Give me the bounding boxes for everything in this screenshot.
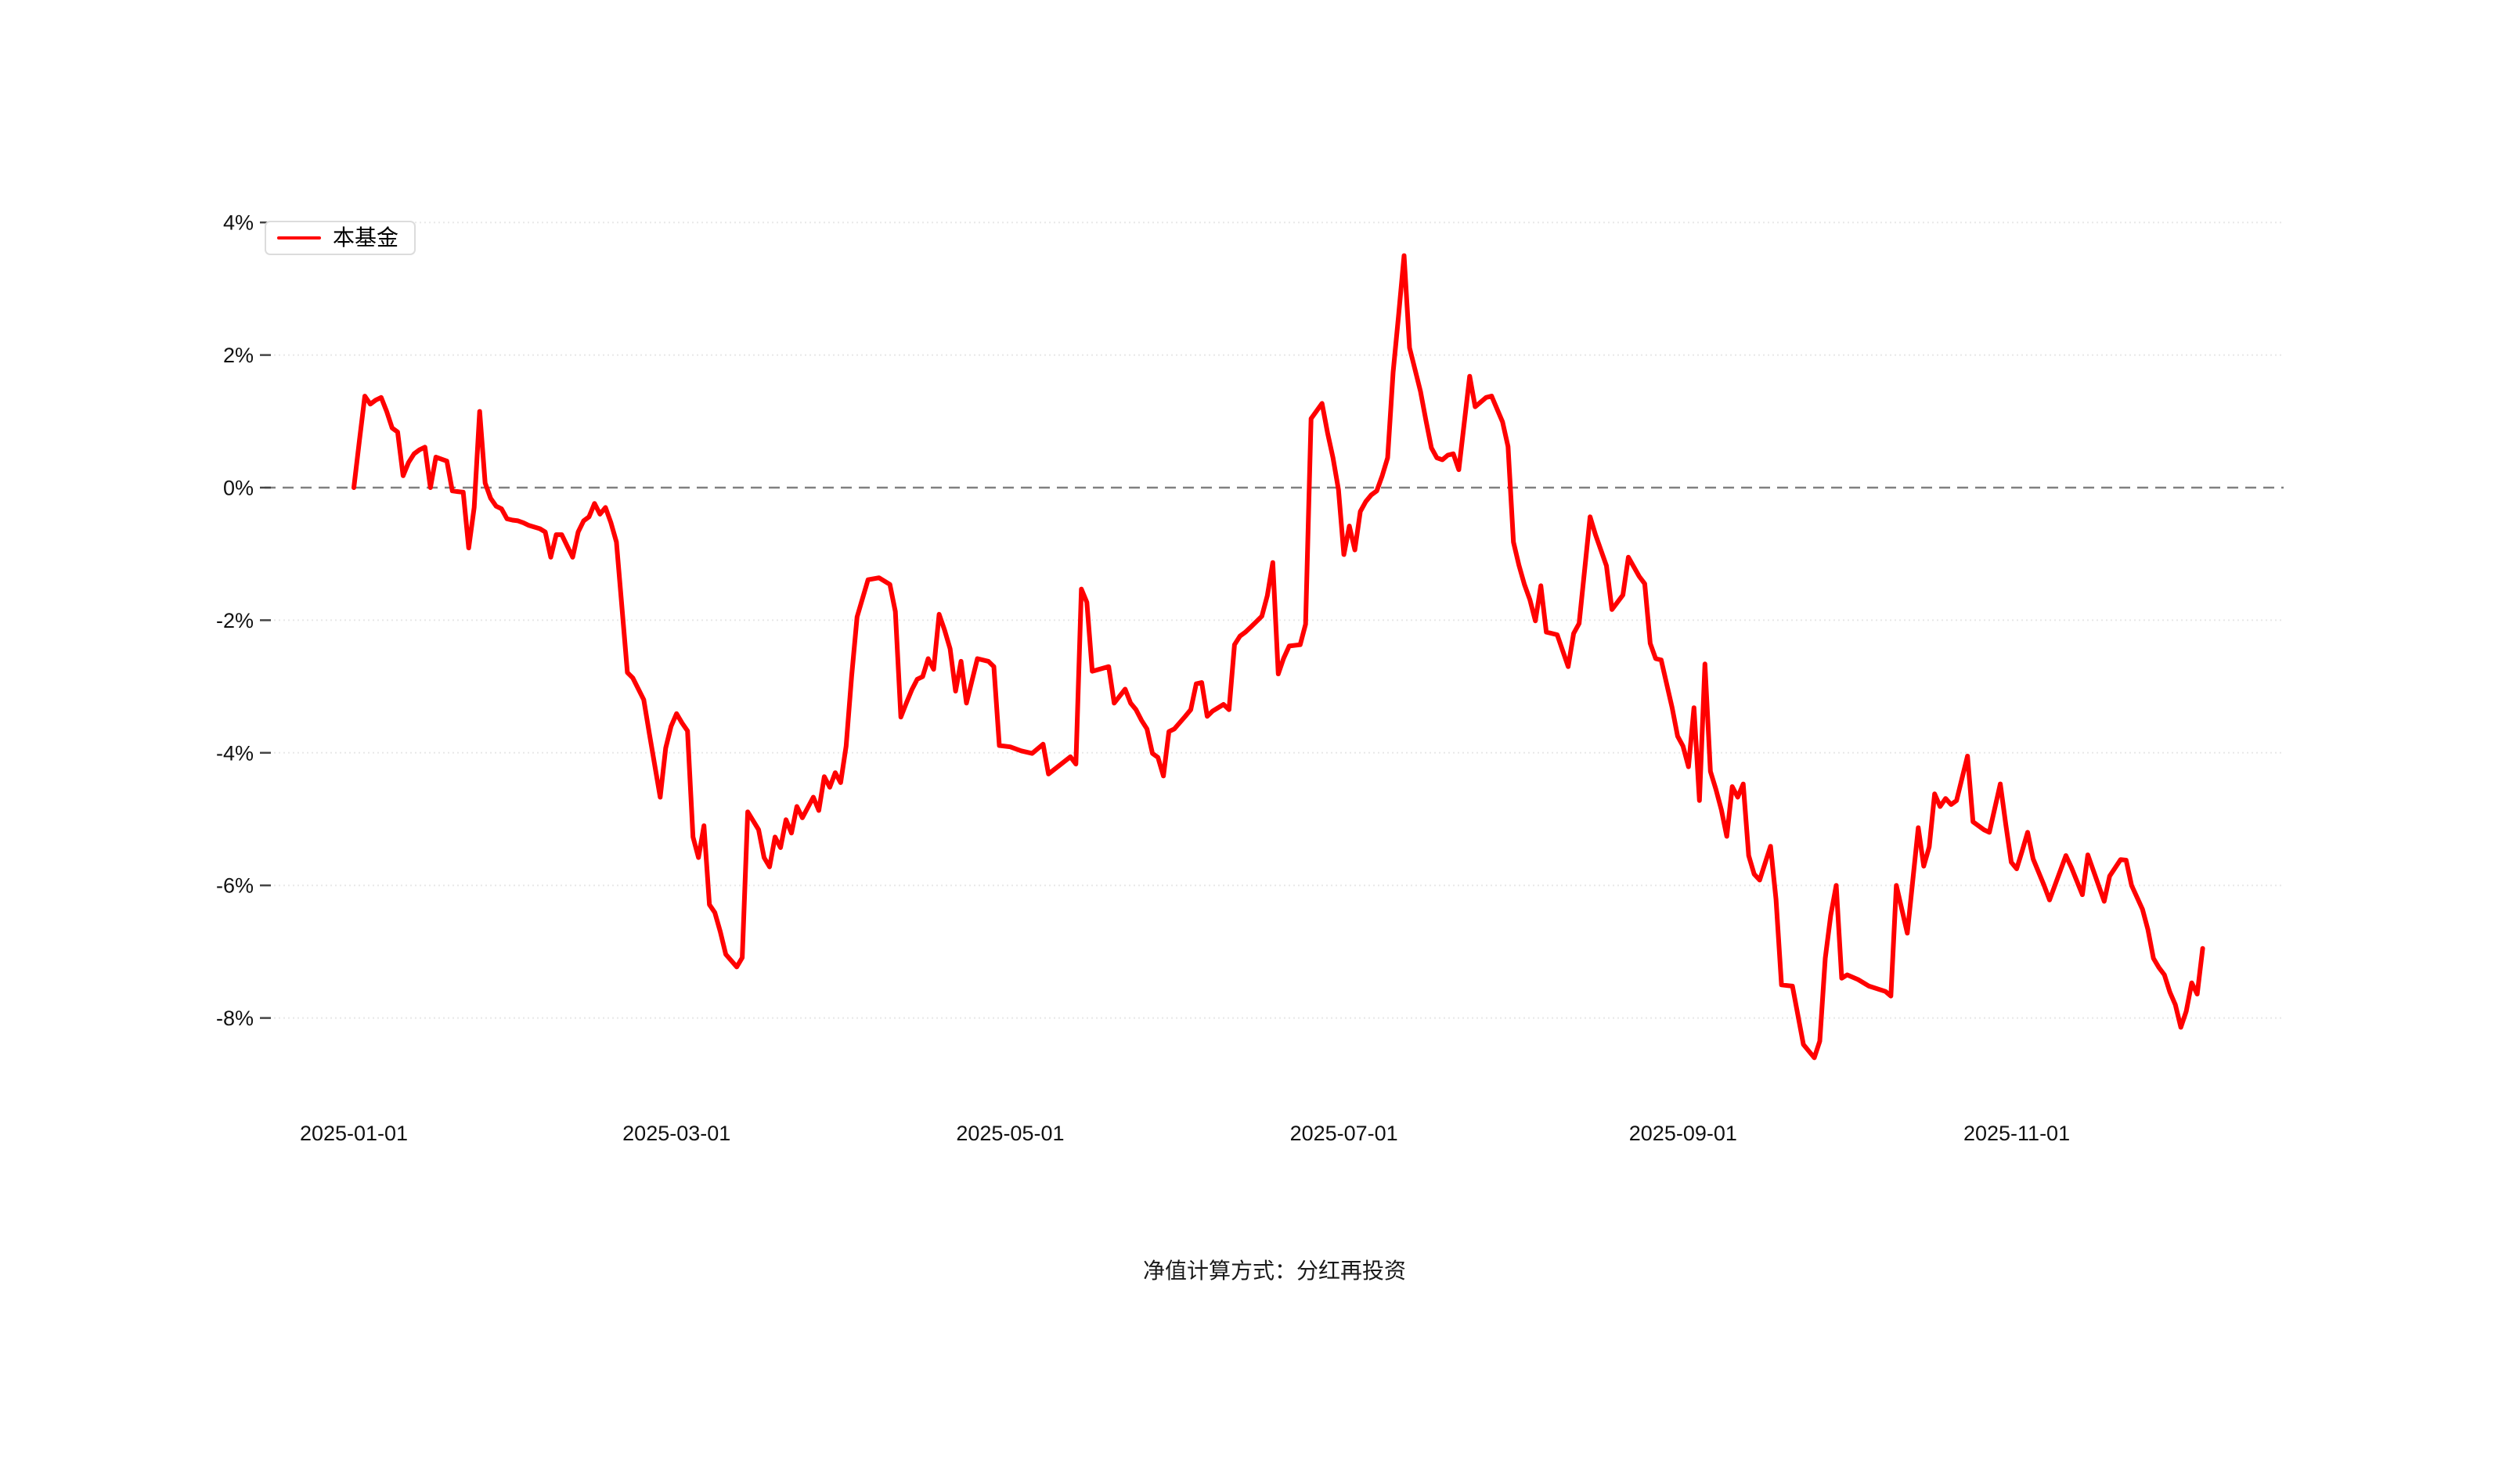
svg-text:-2%: -2%: [216, 609, 254, 632]
y-axis-labels: 4% 2% 0% -2% -4% -6% -8%: [216, 211, 254, 1030]
svg-text:2025-07-01: 2025-07-01: [1290, 1122, 1398, 1145]
legend[interactable]: 本基金: [265, 221, 416, 255]
svg-text:2025-01-01: 2025-01-01: [300, 1122, 408, 1145]
svg-text:2025-09-01: 2025-09-01: [1629, 1122, 1737, 1145]
x-axis-labels: 2025-01-01 2025-03-01 2025-05-01 2025-07-01…: [300, 1122, 2070, 1145]
svg-text:-8%: -8%: [216, 1007, 254, 1030]
gridlines: [265, 222, 2284, 1019]
svg-text:0%: 0%: [223, 476, 254, 499]
svg-text:-6%: -6%: [216, 874, 254, 898]
svg-text:-4%: -4%: [216, 741, 254, 765]
series-line: [352, 253, 2205, 1061]
legend-label: 本基金: [333, 225, 399, 250]
chart-caption: 净值计算方式：分红再投资: [1142, 1259, 1406, 1283]
svg-text:2%: 2%: [223, 344, 254, 367]
svg-text:4%: 4%: [223, 211, 254, 235]
svg-text:2025-03-01: 2025-03-01: [622, 1122, 730, 1145]
y-axis-ticks: [260, 221, 271, 1019]
svg-text:2025-11-01: 2025-11-01: [1963, 1122, 2070, 1145]
legend-line-swatch: [277, 236, 321, 240]
svg-text:2025-05-01: 2025-05-01: [956, 1122, 1064, 1145]
